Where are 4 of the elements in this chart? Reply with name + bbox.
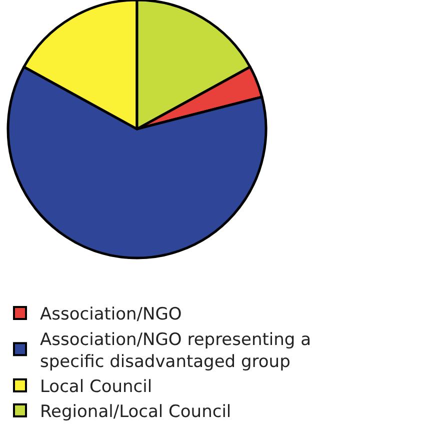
legend-label: Regional/Local Council [40,402,232,422]
legend-label: Association/NGO representing a specific disadvantaged group [40,330,312,372]
legend-label: Local Council [40,376,152,397]
legend-label: Association/NGO [40,304,182,325]
